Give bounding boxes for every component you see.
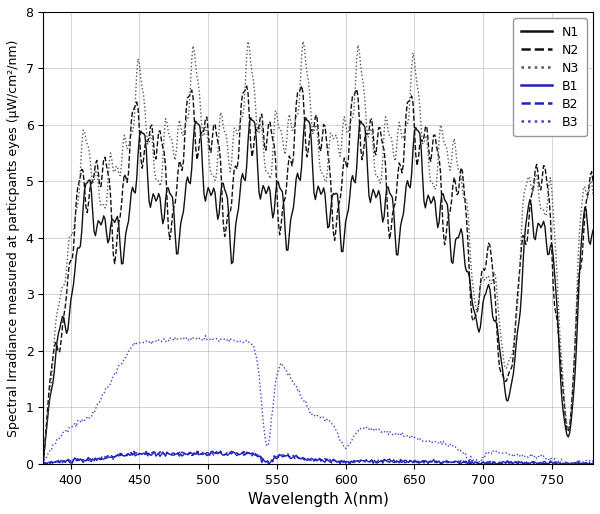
N2 (111, 261, 118, 267)
B2 (112, 453, 119, 459)
B2 (445, 459, 452, 465)
B2 (393, 459, 400, 465)
B1 (112, 453, 119, 459)
N2 (317, 148, 325, 154)
N2 (444, 219, 451, 225)
B3 (392, 431, 399, 437)
N1 (40, 461, 47, 467)
B3 (342, 446, 349, 452)
X-axis label: Wavelength λ(nm): Wavelength λ(nm) (248, 492, 389, 507)
B2 (319, 456, 326, 462)
B1 (445, 459, 452, 465)
B3 (202, 333, 209, 339)
B3 (40, 461, 47, 467)
N2 (589, 179, 596, 186)
N2 (238, 102, 245, 108)
N1 (392, 232, 399, 238)
N2 (392, 200, 399, 207)
N3 (317, 170, 325, 176)
Line: B2: B2 (43, 451, 593, 464)
N3 (392, 158, 399, 164)
N1 (247, 115, 254, 121)
B3 (589, 457, 596, 464)
B1 (43, 461, 50, 467)
B3 (111, 371, 118, 377)
N2 (40, 461, 47, 467)
B3 (317, 415, 325, 421)
B2 (343, 461, 350, 467)
N3 (589, 191, 596, 197)
B1 (319, 457, 326, 463)
N3 (342, 120, 349, 126)
N3 (299, 39, 307, 45)
N3 (111, 169, 118, 175)
Y-axis label: Spectral Irradiance measured at particpants eyes (μW/cm²/nm): Spectral Irradiance measured at particpa… (7, 39, 20, 436)
N1 (111, 219, 118, 226)
B1 (589, 460, 596, 466)
B1 (343, 458, 350, 465)
B3 (239, 340, 246, 346)
B2 (40, 460, 47, 466)
N1 (317, 191, 325, 197)
B2 (217, 448, 224, 454)
B2 (241, 448, 248, 454)
N3 (40, 461, 47, 467)
B1 (209, 448, 216, 454)
N1 (444, 201, 451, 208)
Legend: N1, N2, N3, B1, B2, B3: N1, N2, N3, B1, B2, B3 (514, 18, 587, 136)
B2 (44, 461, 51, 467)
B1 (40, 459, 47, 465)
N1 (589, 227, 596, 233)
N2 (342, 158, 349, 164)
B1 (393, 458, 400, 464)
B1 (241, 452, 248, 458)
N3 (444, 149, 451, 155)
B3 (444, 442, 451, 448)
B2 (589, 461, 596, 467)
N2 (298, 83, 305, 89)
Line: N3: N3 (43, 42, 593, 464)
Line: B3: B3 (43, 336, 593, 464)
N3 (238, 114, 245, 120)
Line: B1: B1 (43, 451, 593, 464)
N1 (342, 218, 349, 225)
N1 (238, 176, 245, 182)
Line: N1: N1 (43, 118, 593, 464)
Line: N2: N2 (43, 86, 593, 464)
